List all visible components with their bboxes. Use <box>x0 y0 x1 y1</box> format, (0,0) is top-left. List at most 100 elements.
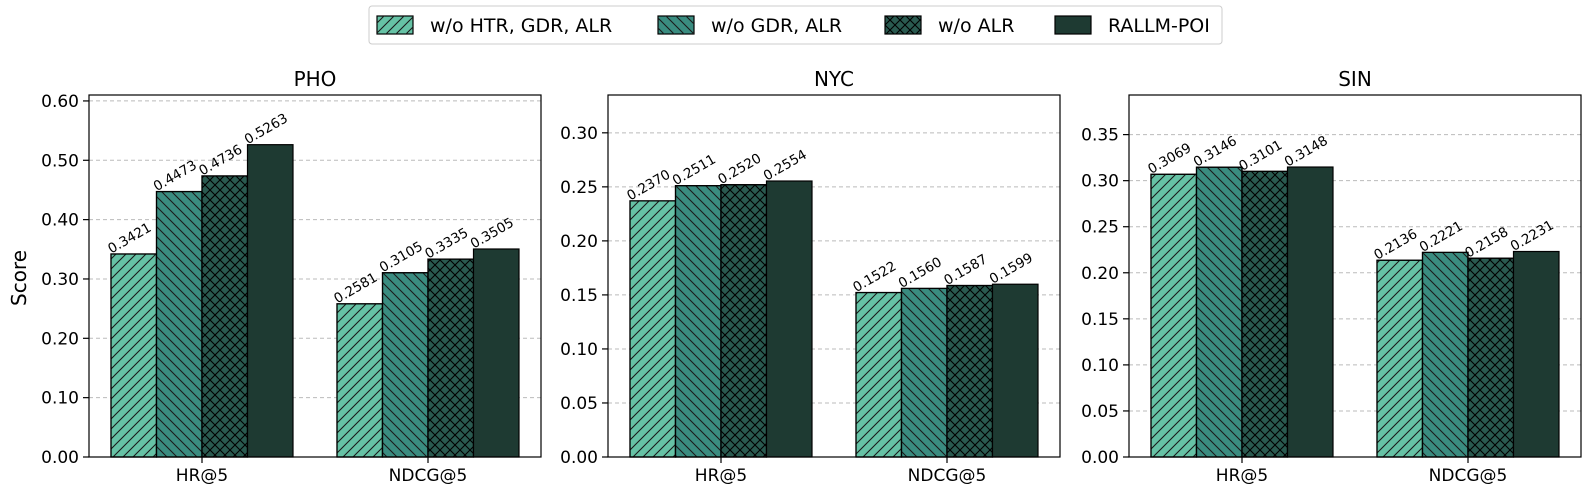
legend-swatch-hatch-w-o-htr-gdr-alr <box>377 16 413 34</box>
value-label-pho-ndcg-5-w-o-htr-gdr-alr: 0.2581 <box>331 270 380 307</box>
bar-hatch-pho-ndcg-5-w-o-gdr-alr <box>381 272 429 458</box>
value-label-nyc-hr-5-w-o-alr: 0.2520 <box>715 150 764 187</box>
y-tick-label: 0.15 <box>560 286 598 306</box>
value-label-nyc-ndcg-5-w-o-alr: 0.1587 <box>941 251 990 288</box>
bar-hatch-nyc-hr-5-w-o-alr <box>720 184 768 458</box>
value-label-nyc-ndcg-5-w-o-gdr-alr: 0.1560 <box>896 254 945 291</box>
legend: w/o HTR, GDR, ALR w/o GDR, ALR w/o ALR R… <box>368 5 1223 45</box>
bar-hatch-nyc-ndcg-5-w-o-htr-gdr-alr <box>855 291 903 458</box>
y-tick-label: 0.00 <box>41 448 79 468</box>
bar-hatch-nyc-hr-5-w-o-htr-gdr-alr <box>629 200 677 458</box>
bar-hatch-nyc-ndcg-5-w-o-alr <box>946 284 994 458</box>
bar-hatch-nyc-hr-5-w-o-gdr-alr <box>674 185 722 458</box>
bar-pho-ndcg-5-rallm-poi <box>472 248 520 458</box>
legend-label-w-o-gdr-alr: w/o GDR, ALR <box>711 15 842 37</box>
legend-swatch-hatch-w-o-alr <box>885 16 921 34</box>
bar-nyc-hr-5-rallm-poi <box>765 180 813 458</box>
value-label-nyc-hr-5-w-o-htr-gdr-alr: 0.2370 <box>624 167 673 204</box>
y-tick-label: 0.15 <box>1081 310 1119 330</box>
bar-hatch-sin-hr-5-w-o-alr <box>1241 170 1289 458</box>
axes-frame-sin <box>1128 94 1582 458</box>
value-label-nyc-ndcg-5-w-o-htr-gdr-alr: 0.1522 <box>850 258 899 295</box>
bar-hatch-pho-ndcg-5-w-o-htr-gdr-alr <box>336 303 384 458</box>
value-label-sin-hr-5-w-o-gdr-alr: 0.3146 <box>1191 133 1240 170</box>
y-tick-label: 0.20 <box>560 232 598 252</box>
x-tick-label-hr-5: HR@5 <box>1216 466 1268 486</box>
bar-hatch-pho-hr-5-w-o-htr-gdr-alr <box>110 253 158 458</box>
x-tick-label-ndcg-5: NDCG@5 <box>389 466 468 486</box>
y-tick-label: 0.60 <box>41 92 79 112</box>
legend-item-w-o-alr: w/o ALR <box>884 15 1014 37</box>
bar-hatch-sin-hr-5-w-o-gdr-alr <box>1195 166 1243 458</box>
y-tick-label: 0.20 <box>1081 264 1119 284</box>
x-tick-label-ndcg-5: NDCG@5 <box>908 466 987 486</box>
legend-swatch-rallm-poi <box>1054 15 1092 35</box>
y-tick-label: 0.10 <box>1081 356 1119 376</box>
legend-item-w-o-htr-gdr-alr: w/o HTR, GDR, ALR <box>376 15 612 37</box>
legend-frame <box>368 5 1223 45</box>
value-label-pho-ndcg-5-w-o-gdr-alr: 0.3105 <box>377 239 426 276</box>
bar-sin-ndcg-5-rallm-poi <box>1512 250 1560 458</box>
value-label-sin-ndcg-5-w-o-gdr-alr: 0.2221 <box>1417 218 1466 255</box>
value-label-pho-hr-5-w-o-htr-gdr-alr: 0.3421 <box>105 220 154 257</box>
x-tick-label-hr-5: HR@5 <box>176 466 228 486</box>
legend-label-w-o-htr-gdr-alr: w/o HTR, GDR, ALR <box>430 15 612 37</box>
value-label-sin-ndcg-5-w-o-alr: 0.2158 <box>1462 224 1511 261</box>
value-label-pho-hr-5-rallm-poi: 0.5263 <box>242 110 291 147</box>
axes-frame-pho <box>88 94 542 458</box>
value-label-nyc-hr-5-rallm-poi: 0.2554 <box>761 147 810 184</box>
y-tick-label: 0.05 <box>1081 402 1119 422</box>
y-tick-label: 0.50 <box>41 151 79 171</box>
bar-hatch-sin-hr-5-w-o-htr-gdr-alr <box>1150 173 1198 458</box>
axes-frame-nyc <box>607 94 1061 458</box>
y-tick-label: 0.00 <box>1081 448 1119 468</box>
y-axis-label: Score <box>7 250 31 306</box>
legend-swatch-hatch-w-o-gdr-alr <box>658 16 694 34</box>
value-label-sin-ndcg-5-rallm-poi: 0.2231 <box>1508 217 1557 254</box>
panel-title-nyc: NYC <box>814 67 854 91</box>
y-tick-label: 0.25 <box>1081 218 1119 238</box>
y-tick-label: 0.40 <box>41 211 79 231</box>
value-label-nyc-ndcg-5-rallm-poi: 0.1599 <box>987 250 1036 287</box>
x-tick-label-ndcg-5: NDCG@5 <box>1429 466 1508 486</box>
legend-item-rallm-poi: RALLM-POI <box>1054 15 1210 37</box>
bar-hatch-pho-hr-5-w-o-gdr-alr <box>155 190 203 458</box>
legend-item-w-o-gdr-alr: w/o GDR, ALR <box>657 15 842 37</box>
value-label-pho-ndcg-5-rallm-poi: 0.3505 <box>468 215 517 252</box>
panels: 0.34210.44730.47360.5263HR@50.25810.3105… <box>41 67 1582 486</box>
value-label-pho-ndcg-5-w-o-alr: 0.3335 <box>422 225 471 262</box>
y-tick-label: 0.05 <box>560 394 598 414</box>
bar-hatch-sin-ndcg-5-w-o-gdr-alr <box>1421 251 1469 458</box>
y-tick-label: 0.30 <box>1081 172 1119 192</box>
value-label-pho-hr-5-w-o-gdr-alr: 0.4473 <box>151 157 200 194</box>
y-tick-label: 0.35 <box>1081 126 1119 146</box>
bar-nyc-ndcg-5-rallm-poi <box>991 283 1039 458</box>
y-tick-label: 0.30 <box>41 270 79 290</box>
legend-label-w-o-alr: w/o ALR <box>938 15 1014 37</box>
bar-hatch-pho-hr-5-w-o-alr <box>201 175 249 458</box>
panel-title-sin: SIN <box>1338 67 1372 91</box>
bar-pho-hr-5-rallm-poi <box>246 144 294 458</box>
x-tick-label-hr-5: HR@5 <box>695 466 747 486</box>
value-label-nyc-hr-5-w-o-gdr-alr: 0.2511 <box>670 151 719 188</box>
bar-hatch-sin-ndcg-5-w-o-htr-gdr-alr <box>1376 259 1424 458</box>
y-tick-label: 0.20 <box>41 329 79 349</box>
panel-pho: 0.34210.44730.47360.5263HR@50.25810.3105… <box>41 67 542 486</box>
y-tick-label: 0.00 <box>560 448 598 468</box>
panel-title-pho: PHO <box>294 67 337 91</box>
value-label-sin-ndcg-5-w-o-htr-gdr-alr: 0.2136 <box>1371 226 1420 263</box>
bar-hatch-pho-ndcg-5-w-o-alr <box>427 258 475 458</box>
bar-sin-hr-5-rallm-poi <box>1286 166 1334 458</box>
y-tick-label: 0.10 <box>41 389 79 409</box>
value-label-sin-hr-5-rallm-poi: 0.3148 <box>1282 133 1331 170</box>
bar-hatch-nyc-ndcg-5-w-o-gdr-alr <box>900 287 948 458</box>
y-tick-label: 0.10 <box>560 340 598 360</box>
legend-label-rallm-poi: RALLM-POI <box>1108 15 1210 37</box>
y-tick-label: 0.25 <box>560 178 598 198</box>
y-tick-label: 0.30 <box>560 124 598 144</box>
value-label-sin-hr-5-w-o-htr-gdr-alr: 0.3069 <box>1145 140 1194 177</box>
value-label-sin-hr-5-w-o-alr: 0.3101 <box>1236 137 1285 174</box>
